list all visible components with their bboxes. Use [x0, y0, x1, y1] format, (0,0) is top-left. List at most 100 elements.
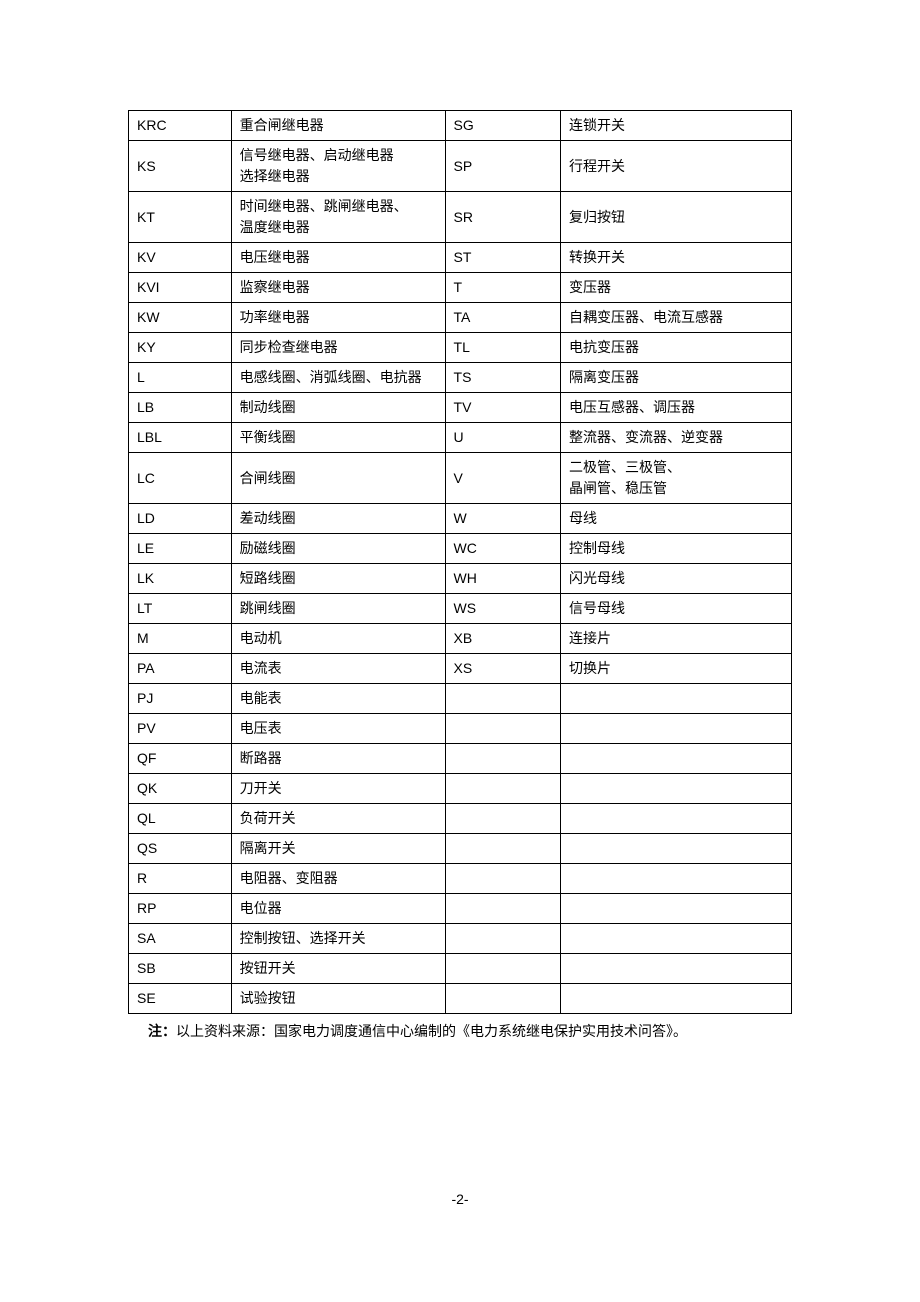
table-row: QF断路器: [129, 744, 792, 774]
cell-desc-left: 隔离开关: [231, 834, 445, 864]
cell-desc-right: [561, 684, 792, 714]
cell-code-right: SG: [445, 111, 560, 141]
cell-desc-right: [561, 954, 792, 984]
cell-desc-left: 平衡线圈: [231, 423, 445, 453]
cell-desc-right: 转换开关: [561, 243, 792, 273]
cell-code-right: SP: [445, 141, 560, 192]
cell-desc-right: 整流器、变流器、逆变器: [561, 423, 792, 453]
cell-desc-left: 重合闸继电器: [231, 111, 445, 141]
cell-code-right: [445, 984, 560, 1014]
cell-desc-right: 自耦变压器、电流互感器: [561, 303, 792, 333]
table-row: LC合闸线圈V二极管、三极管、晶闸管、稳压管: [129, 453, 792, 504]
cell-code-right: [445, 744, 560, 774]
cell-desc-left: 励磁线圈: [231, 534, 445, 564]
cell-desc-right: 电抗变压器: [561, 333, 792, 363]
table-row: QL负荷开关: [129, 804, 792, 834]
table-row: LK短路线圈WH闪光母线: [129, 564, 792, 594]
cell-desc-right: 隔离变压器: [561, 363, 792, 393]
cell-desc-left: 电动机: [231, 624, 445, 654]
cell-code-right: [445, 834, 560, 864]
table-row: RP电位器: [129, 894, 792, 924]
cell-desc-left: 刀开关: [231, 774, 445, 804]
cell-desc-left: 断路器: [231, 744, 445, 774]
cell-code-left: RP: [129, 894, 232, 924]
table-row: KY同步检查继电器TL电抗变压器: [129, 333, 792, 363]
cell-desc-right: [561, 894, 792, 924]
cell-code-left: QK: [129, 774, 232, 804]
cell-code-right: ST: [445, 243, 560, 273]
cell-desc-left: 功率继电器: [231, 303, 445, 333]
cell-code-left: SB: [129, 954, 232, 984]
cell-code-right: [445, 864, 560, 894]
cell-code-left: KY: [129, 333, 232, 363]
cell-desc-left: 合闸线圈: [231, 453, 445, 504]
table-row: L电感线圈、消弧线圈、电抗器TS隔离变压器: [129, 363, 792, 393]
cell-desc-right: [561, 864, 792, 894]
cell-desc-right: 行程开关: [561, 141, 792, 192]
cell-code-left: PA: [129, 654, 232, 684]
table-row: LT跳闸线圈WS信号母线: [129, 594, 792, 624]
cell-desc-right: 二极管、三极管、晶闸管、稳压管: [561, 453, 792, 504]
cell-desc-right: 变压器: [561, 273, 792, 303]
note-label: 注：: [148, 1023, 176, 1039]
cell-desc-right: 电压互感器、调压器: [561, 393, 792, 423]
cell-desc-right: [561, 834, 792, 864]
table-row: SB按钮开关: [129, 954, 792, 984]
cell-desc-left: 跳闸线圈: [231, 594, 445, 624]
table-row: LB制动线圈TV电压互感器、调压器: [129, 393, 792, 423]
cell-desc-left: 电感线圈、消弧线圈、电抗器: [231, 363, 445, 393]
cell-code-left: LE: [129, 534, 232, 564]
table-body: KRC重合闸继电器SG连锁开关KS信号继电器、启动继电器选择继电器SP行程开关K…: [129, 111, 792, 1014]
cell-code-left: SE: [129, 984, 232, 1014]
cell-desc-left: 电能表: [231, 684, 445, 714]
note-text: 以上资料来源：国家电力调度通信中心编制的《电力系统继电保护实用技术问答》。: [176, 1023, 687, 1039]
table-row: SE试验按钮: [129, 984, 792, 1014]
cell-code-right: [445, 804, 560, 834]
cell-code-right: [445, 714, 560, 744]
cell-code-left: LT: [129, 594, 232, 624]
table-row: LBL平衡线圈U整流器、变流器、逆变器: [129, 423, 792, 453]
table-row: KS信号继电器、启动继电器选择继电器SP行程开关: [129, 141, 792, 192]
cell-code-left: SA: [129, 924, 232, 954]
table-row: QK刀开关: [129, 774, 792, 804]
cell-desc-right: [561, 984, 792, 1014]
cell-desc-right: 连锁开关: [561, 111, 792, 141]
cell-code-right: TA: [445, 303, 560, 333]
table-row: LE励磁线圈WC控制母线: [129, 534, 792, 564]
cell-code-right: WC: [445, 534, 560, 564]
cell-code-right: [445, 684, 560, 714]
cell-desc-right: 闪光母线: [561, 564, 792, 594]
table-row: KW功率继电器TA自耦变压器、电流互感器: [129, 303, 792, 333]
table-row: SA控制按钮、选择开关: [129, 924, 792, 954]
cell-code-right: WH: [445, 564, 560, 594]
cell-desc-right: [561, 744, 792, 774]
cell-desc-left: 控制按钮、选择开关: [231, 924, 445, 954]
cell-code-right: [445, 954, 560, 984]
cell-desc-left: 负荷开关: [231, 804, 445, 834]
cell-code-left: KV: [129, 243, 232, 273]
cell-desc-right: 连接片: [561, 624, 792, 654]
table-row: PJ电能表: [129, 684, 792, 714]
cell-desc-right: [561, 804, 792, 834]
page-number: -2-: [0, 1191, 920, 1207]
cell-code-right: [445, 894, 560, 924]
cell-desc-left: 电阻器、变阻器: [231, 864, 445, 894]
cell-code-left: M: [129, 624, 232, 654]
cell-desc-left: 监察继电器: [231, 273, 445, 303]
cell-desc-left: 短路线圈: [231, 564, 445, 594]
cell-code-right: XS: [445, 654, 560, 684]
cell-code-left: QF: [129, 744, 232, 774]
cell-code-right: TS: [445, 363, 560, 393]
cell-code-right: [445, 774, 560, 804]
cell-code-left: LB: [129, 393, 232, 423]
table-row: PV电压表: [129, 714, 792, 744]
cell-code-left: QS: [129, 834, 232, 864]
table-row: LD差动线圈W母线: [129, 504, 792, 534]
cell-desc-left: 同步检查继电器: [231, 333, 445, 363]
cell-desc-left: 电压表: [231, 714, 445, 744]
cell-code-left: QL: [129, 804, 232, 834]
cell-code-right: [445, 924, 560, 954]
cell-desc-right: [561, 774, 792, 804]
symbol-table: KRC重合闸继电器SG连锁开关KS信号继电器、启动继电器选择继电器SP行程开关K…: [128, 110, 792, 1014]
cell-code-left: L: [129, 363, 232, 393]
